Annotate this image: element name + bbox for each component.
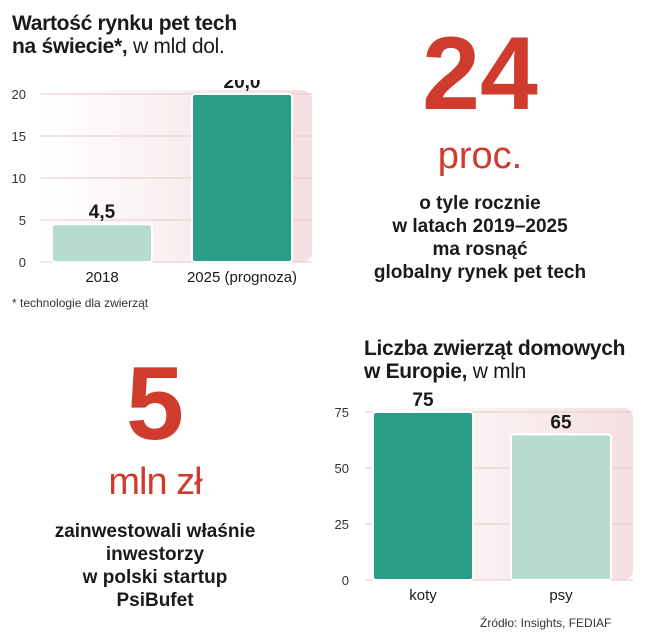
y-tick-label: 5 bbox=[19, 213, 26, 228]
chart2-bar-chart: 0 25 50 75 75 koty 65 psy bbox=[335, 390, 633, 604]
stat2-line: w polski startup bbox=[82, 567, 228, 588]
stat2-description: zainwestowali właśnie inwestorzy w polsk… bbox=[40, 520, 270, 612]
bar bbox=[191, 93, 293, 263]
stat1-unit: proc. bbox=[437, 135, 523, 177]
chart1-title: Wartość rynku pet tech na świecie*, w ml… bbox=[12, 12, 237, 58]
chart1-title-line2: na świecie*, w mld dol. bbox=[12, 35, 237, 58]
x-tick-label: 2018 bbox=[85, 269, 118, 286]
y-tick-label: 75 bbox=[335, 405, 349, 420]
bar-value-label: 65 bbox=[550, 412, 572, 433]
stat2-line: zainwestowali właśnie bbox=[54, 521, 256, 542]
stat1-line: o tyle rocznie bbox=[419, 193, 541, 214]
y-tick-label: 50 bbox=[335, 461, 349, 476]
stat2-number: 5 bbox=[126, 346, 184, 462]
bar-value-label: 4,5 bbox=[89, 202, 116, 223]
chart2-title-line2: w Europie, w mln bbox=[364, 360, 625, 383]
chart2-title-bold2: w Europie, bbox=[364, 360, 468, 383]
y-tick-label: 25 bbox=[335, 517, 349, 532]
y-tick-label: 0 bbox=[342, 573, 349, 588]
y-tick-label: 0 bbox=[19, 255, 26, 270]
y-tick-label: 15 bbox=[12, 129, 26, 144]
chart1-title-bold2: na świecie*, bbox=[12, 35, 128, 58]
chart1-footnote: * technologie dla zwierząt bbox=[12, 296, 149, 310]
stat1-line: ma rosnąć bbox=[432, 239, 528, 260]
chart1-title-line1: Wartość rynku pet tech bbox=[12, 12, 237, 35]
stat2-unit: mln zł bbox=[108, 461, 202, 503]
x-tick-label: 2025 (prognoza) bbox=[187, 269, 297, 286]
chart2-title-line1: Liczba zwierząt domowych bbox=[364, 337, 626, 360]
x-tick-label: koty bbox=[409, 587, 437, 604]
stat1-description: o tyle rocznie w latach 2019–2025 ma ros… bbox=[355, 192, 605, 284]
bar-value-label: 75 bbox=[412, 390, 434, 411]
y-tick-label: 10 bbox=[12, 171, 26, 186]
bar-value-label: 20,0 bbox=[224, 80, 261, 93]
stat2-line: PsiBufet bbox=[116, 590, 194, 611]
bar bbox=[372, 411, 474, 581]
source-note: Źródło: Insights, FEDIAF bbox=[480, 616, 612, 630]
stat1-number: 24 bbox=[422, 16, 538, 132]
stat1-line: globalny rynek pet tech bbox=[373, 262, 587, 283]
chart2-title-unit: w mln bbox=[467, 360, 527, 383]
x-tick-label: psy bbox=[549, 587, 573, 604]
chart2-title: Liczba zwierząt domowych w Europie, w ml… bbox=[364, 337, 625, 383]
bar bbox=[51, 223, 153, 263]
stat1-line: w latach 2019–2025 bbox=[392, 216, 568, 237]
stat2-line: inwestorzy bbox=[105, 544, 205, 565]
y-tick-label: 20 bbox=[12, 87, 26, 102]
bar bbox=[510, 433, 612, 582]
chart1-bar-chart: 0 5 10 15 20 4,5 2018 20,0 2025 (prognoza) bbox=[12, 80, 312, 286]
chart1-title-unit: w mld dol. bbox=[127, 35, 225, 58]
